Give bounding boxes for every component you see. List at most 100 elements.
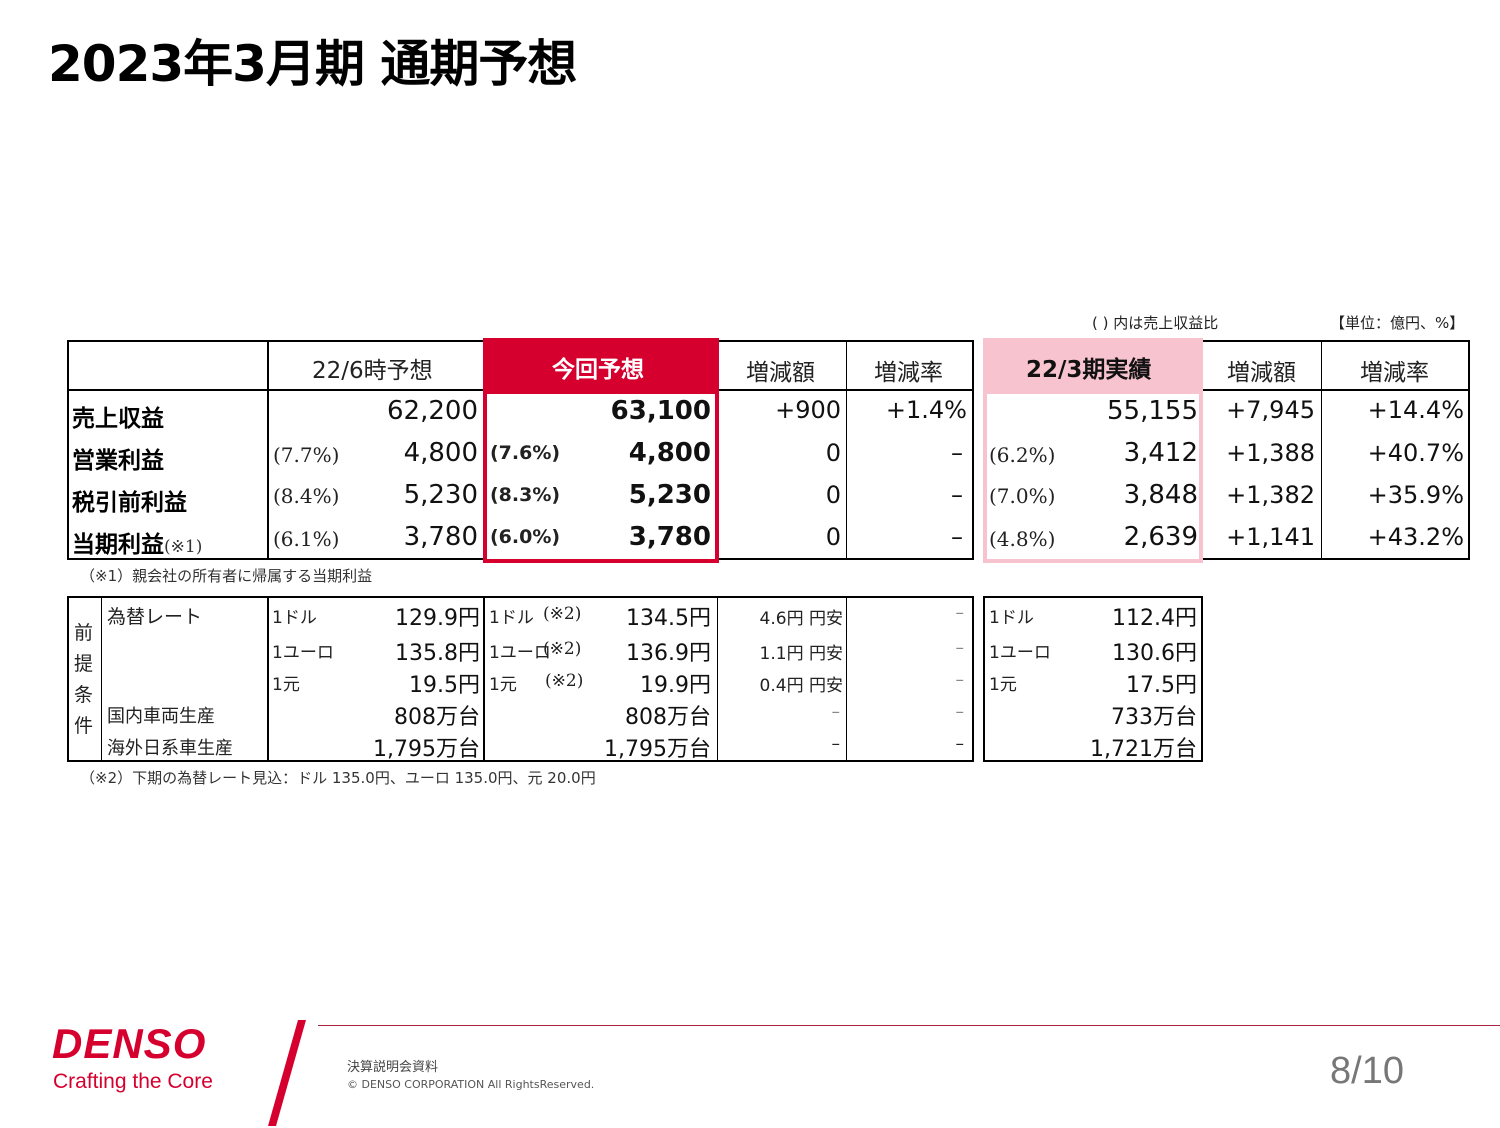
actual-ratio: (7.0%) bbox=[989, 484, 1056, 508]
change-rate: +1.4% bbox=[885, 396, 967, 424]
current-forecast-header-bg bbox=[483, 338, 719, 394]
actual-value: 55,155 bbox=[1107, 396, 1198, 426]
act-value: 112.4円 bbox=[1112, 606, 1197, 631]
prev-value: 5,230 bbox=[403, 480, 478, 510]
header-change-amount-2: 増減額 bbox=[1227, 360, 1296, 386]
prev-value: 4,800 bbox=[403, 438, 478, 468]
change-rate: – bbox=[955, 734, 965, 754]
prev-ratio: (8.4%) bbox=[273, 484, 340, 508]
side-char: 条 bbox=[74, 684, 94, 706]
actual-ratio: (6.2%) bbox=[989, 443, 1056, 467]
premise-side-label: 前 提 条 件 bbox=[74, 618, 96, 742]
header-change-rate-2: 増減率 bbox=[1360, 360, 1429, 386]
change-amount: – bbox=[831, 702, 841, 722]
actual-ratio: (4.8%) bbox=[989, 527, 1056, 551]
change-amount-2: +1,388 bbox=[1226, 439, 1315, 467]
current-ratio: (6.0%) bbox=[490, 526, 561, 548]
act-unit: 1元 bbox=[989, 675, 1017, 695]
change-amount: 0.4円 円安 bbox=[759, 676, 843, 696]
change-amount: 4.6円 円安 bbox=[759, 609, 843, 629]
act-value: 733万台 bbox=[1111, 705, 1197, 730]
change-rate-2: +43.2% bbox=[1367, 523, 1464, 551]
row-label-text: 当期利益 bbox=[72, 532, 164, 558]
change-amount: – bbox=[831, 734, 841, 754]
actual-value: 3,848 bbox=[1123, 480, 1198, 510]
change-amount-2: +1,141 bbox=[1226, 523, 1315, 551]
change-rate: – bbox=[955, 603, 965, 623]
row-label-suffix: (※1) bbox=[164, 537, 203, 557]
prev-value: 808万台 bbox=[394, 705, 480, 730]
row-label: 税引前利益 bbox=[72, 490, 187, 516]
change-rate: – bbox=[951, 439, 963, 467]
change-rate: – bbox=[951, 481, 963, 509]
current-value: 3,780 bbox=[628, 522, 711, 552]
prev-unit: 1ドル bbox=[272, 608, 317, 628]
tagline: Crafting the Core bbox=[53, 1070, 213, 1093]
unit-note: 【単位：億円、%】 bbox=[1330, 314, 1465, 332]
change-rate: – bbox=[955, 702, 965, 722]
prior-actual-highlight bbox=[983, 338, 1203, 563]
current-ratio: (8.3%) bbox=[490, 484, 561, 506]
change-amount: +900 bbox=[775, 396, 841, 424]
change-amount: 0 bbox=[825, 481, 841, 509]
denso-logo: DENSO bbox=[52, 1020, 207, 1067]
act-value: 1,721万台 bbox=[1090, 737, 1197, 762]
premise-label: 海外日系車生産 bbox=[107, 738, 233, 759]
prev-ratio: (6.1%) bbox=[273, 527, 340, 551]
cur-note: (※2) bbox=[543, 639, 582, 659]
change-rate: – bbox=[955, 638, 965, 658]
row-label: 営業利益 bbox=[72, 448, 164, 474]
cur-value: 1,795万台 bbox=[604, 737, 711, 762]
current-ratio: (7.6%) bbox=[490, 442, 561, 464]
prev-value: 135.8円 bbox=[395, 641, 480, 666]
change-rate: – bbox=[951, 523, 963, 551]
ratio-note: ( ) 内は売上収益比 bbox=[1092, 314, 1219, 332]
premise-label: 為替レート bbox=[107, 606, 203, 628]
act-value: 17.5円 bbox=[1126, 673, 1197, 698]
row-label: 当期利益(※1) bbox=[72, 525, 202, 559]
premise-label: 国内車両生産 bbox=[107, 706, 215, 727]
slash-divider-icon bbox=[268, 1020, 306, 1126]
footer-rule bbox=[318, 1025, 1500, 1026]
current-forecast-highlight bbox=[483, 338, 719, 563]
cur-value: 808万台 bbox=[625, 705, 711, 730]
side-char: 前 bbox=[74, 622, 94, 644]
cur-value: 136.9円 bbox=[626, 641, 711, 666]
header-current-forecast: 今回予想 bbox=[552, 357, 644, 383]
current-value: 63,100 bbox=[610, 396, 711, 426]
cur-unit: 1元 bbox=[489, 675, 517, 695]
actual-value: 2,639 bbox=[1123, 522, 1198, 552]
prev-value: 3,780 bbox=[403, 522, 478, 552]
side-char: 提 bbox=[74, 653, 94, 675]
doc-title: 決算説明会資料 bbox=[347, 1060, 439, 1075]
change-amount: 0 bbox=[825, 439, 841, 467]
side-char: 件 bbox=[74, 715, 94, 737]
cur-note: (※2) bbox=[545, 671, 584, 691]
change-amount: 1.1円 円安 bbox=[759, 644, 843, 664]
page-number: 8/10 bbox=[1330, 1050, 1404, 1092]
prev-unit: 1元 bbox=[272, 675, 300, 695]
prev-ratio: (7.7%) bbox=[273, 443, 340, 467]
row-label: 売上収益 bbox=[72, 406, 164, 432]
footnote-1: （※1）親会社の所有者に帰属する当期利益 bbox=[80, 567, 373, 585]
cur-value: 134.5円 bbox=[626, 606, 711, 631]
prev-value: 129.9円 bbox=[395, 606, 480, 631]
prev-value: 62,200 bbox=[387, 396, 478, 426]
act-unit: 1ドル bbox=[989, 608, 1034, 628]
change-rate-2: +35.9% bbox=[1367, 481, 1464, 509]
change-amount-2: +1,382 bbox=[1226, 481, 1315, 509]
change-amount-2: +7,945 bbox=[1226, 396, 1315, 424]
act-unit: 1ユーロ bbox=[989, 643, 1051, 663]
header-change-amount: 増減額 bbox=[746, 360, 815, 386]
change-amount: 0 bbox=[825, 523, 841, 551]
change-rate-2: +40.7% bbox=[1367, 439, 1464, 467]
prior-actual-header-bg bbox=[983, 338, 1203, 394]
prev-value: 1,795万台 bbox=[373, 737, 480, 762]
current-value: 4,800 bbox=[628, 438, 711, 468]
copyright: © DENSO CORPORATION All RightsReserved. bbox=[347, 1078, 595, 1091]
prev-value: 19.5円 bbox=[409, 673, 480, 698]
header-prev-forecast: 22/6時予想 bbox=[312, 358, 433, 384]
current-value: 5,230 bbox=[628, 480, 711, 510]
cur-value: 19.9円 bbox=[640, 673, 711, 698]
act-value: 130.6円 bbox=[1112, 641, 1197, 666]
